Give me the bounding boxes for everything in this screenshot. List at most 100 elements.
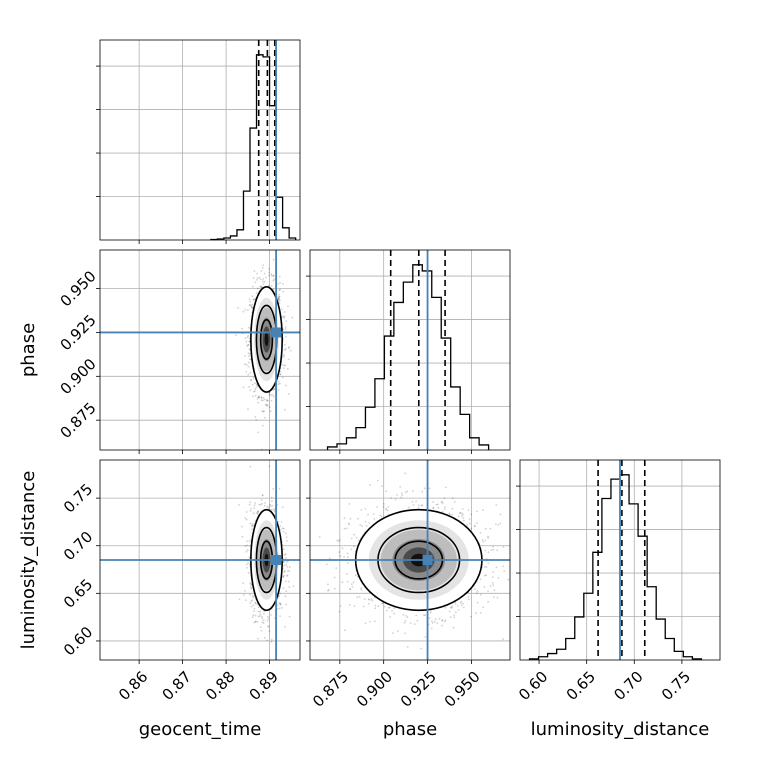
scatter-point [269, 394, 272, 396]
scatter-point [341, 581, 344, 584]
scatter-point [327, 583, 329, 586]
scatter-point [267, 399, 269, 402]
scatter-point [453, 500, 456, 503]
xtick-label-phase-1: 0.900 [353, 668, 396, 711]
scatter-point [380, 515, 383, 518]
scatter-point [249, 304, 252, 306]
scatter-point [349, 587, 351, 590]
scatter-point [247, 334, 250, 337]
scatter-point [256, 384, 258, 387]
scatter-point [264, 403, 267, 406]
density-content-2 [310, 460, 518, 660]
scatter-point [272, 274, 275, 277]
density-panel-1-frame [99, 459, 301, 661]
scatter-point [250, 305, 253, 308]
scatter-point [353, 605, 356, 608]
xtick-label-phase-0: 0.875 [309, 668, 352, 711]
scatter-point [273, 388, 276, 390]
scatter-point [411, 490, 414, 492]
scatter-point [285, 536, 288, 539]
scatter-point [285, 580, 287, 583]
scatter-point [482, 509, 484, 511]
scatter-point [247, 373, 250, 376]
scatter-point [251, 528, 253, 530]
scatter-point [277, 296, 279, 299]
scatter-point [459, 602, 462, 604]
scatter-point [462, 606, 465, 609]
scatter-point [288, 347, 290, 349]
scatter-point [452, 626, 455, 629]
scatter-point [251, 295, 254, 298]
scatter-point [485, 574, 487, 577]
scatter-point [484, 566, 486, 568]
hist-panel-geocent_time-frame [99, 39, 301, 241]
scatter-point [282, 316, 285, 318]
scatter-point [287, 393, 290, 395]
xtick-label-geocent_time-3: 0.89 [246, 668, 282, 704]
scatter-point [402, 613, 405, 616]
scatter-point [284, 625, 286, 628]
scatter-point [350, 537, 353, 540]
scatter-point [263, 398, 266, 401]
scatter-point [278, 602, 281, 605]
scatter-point [242, 582, 245, 584]
scatter-point [277, 520, 280, 523]
hist-panel-geocent_time [96, 39, 301, 244]
scatter-point [492, 584, 495, 586]
scatter-point [334, 587, 336, 590]
scatter-point [397, 630, 399, 633]
scatter-point [393, 607, 396, 610]
scatter-point [238, 598, 241, 601]
scatter-point [337, 540, 340, 543]
scatter-point [343, 555, 345, 558]
scatter-point [374, 607, 377, 610]
scatter-point [374, 604, 377, 607]
scatter-point [278, 302, 281, 304]
scatter-point [401, 492, 403, 495]
scatter-point [382, 503, 385, 505]
scatter-point [285, 561, 288, 563]
scatter-point [516, 543, 518, 545]
scatter-point [284, 326, 287, 328]
scatter-point [288, 346, 290, 348]
scatter-point [249, 371, 252, 374]
scatter-point [343, 527, 346, 530]
scatter-point [348, 523, 351, 526]
scatter-point [254, 502, 256, 504]
scatter-point [260, 286, 262, 288]
scatter-point [385, 490, 388, 493]
scatter-point [242, 594, 245, 596]
scatter-point [370, 598, 373, 600]
scatter-point [279, 615, 281, 617]
scatter-point [458, 512, 461, 515]
scatter-point [272, 258, 275, 261]
scatter-point [285, 557, 287, 559]
scatter-point [245, 550, 248, 553]
scatter-point [260, 629, 263, 632]
scatter-point [406, 646, 409, 648]
scatter-point [387, 606, 390, 609]
scatter-point [249, 501, 252, 503]
scatter-point [491, 576, 494, 579]
scatter-point [404, 491, 407, 494]
scatter-point [257, 637, 259, 640]
scatter-point [432, 506, 435, 509]
scatter-point [285, 320, 288, 322]
scatter-point [256, 621, 259, 623]
scatter-point [266, 505, 269, 508]
scatter-point [343, 517, 346, 519]
scatter-point [268, 394, 271, 396]
scatter-point [261, 615, 263, 618]
scatter-point [503, 570, 506, 572]
scatter-point [424, 614, 426, 616]
scatter-point [404, 472, 407, 475]
scatter-point [415, 500, 417, 503]
scatter-point [270, 496, 273, 499]
scatter-point [448, 512, 451, 515]
scatter-point [268, 406, 271, 409]
scatter-point [248, 503, 251, 506]
scatter-point [248, 353, 251, 355]
scatter-point [285, 590, 288, 593]
scatter-point [241, 327, 244, 330]
scatter-point [502, 546, 505, 548]
